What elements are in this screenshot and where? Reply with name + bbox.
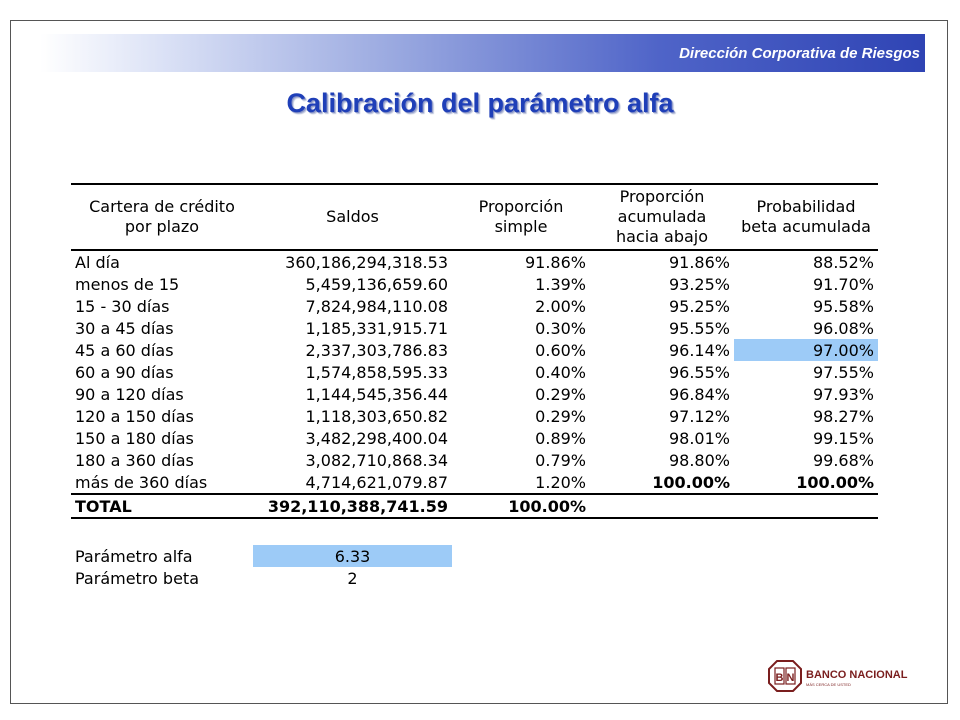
- param-beta-value: 2: [347, 568, 358, 588]
- cell-saldo: 2,337,303,786.83: [305, 340, 449, 360]
- table-row: 15 - 30 días 7,824,984,110.08 2.00% 95.2…: [71, 295, 878, 317]
- cell-simple: 0.29%: [535, 406, 586, 426]
- cell-beta: 96.08%: [812, 318, 874, 338]
- cell-plazo: 90 a 120 días: [75, 384, 184, 404]
- cell-simple: 1.39%: [535, 274, 586, 294]
- table-row: 30 a 45 días 1,185,331,915.71 0.30% 95.5…: [71, 317, 878, 339]
- cell-simple: 91.86%: [524, 252, 586, 272]
- banco-nacional-logo: B N BANCO NACIONAL MÁS CERCA DE USTED: [768, 660, 908, 692]
- total-empty-cell: [590, 494, 734, 519]
- table-row: 120 a 150 días 1,118,303,650.82 0.29% 97…: [71, 405, 878, 427]
- table-row: menos de 15 5,459,136,659.60 1.39% 93.25…: [71, 273, 878, 295]
- cell-saldo: 1,144,545,356.44: [305, 384, 449, 404]
- bn-logo-icon: B N: [768, 660, 802, 692]
- cell-acumulada: 96.84%: [668, 384, 730, 404]
- cell-acumulada: 96.55%: [668, 362, 730, 382]
- cell-simple: 1.20%: [535, 472, 586, 492]
- param-alfa-value: 6.33: [253, 545, 452, 567]
- cell-beta: 100.00%: [796, 472, 874, 492]
- table-row: 90 a 120 días 1,144,545,356.44 0.29% 96.…: [71, 383, 878, 405]
- table-row: Al día 360,186,294,318.53 91.86% 91.86% …: [71, 250, 878, 273]
- cell-saldo: 3,082,710,868.34: [305, 450, 449, 470]
- cell-saldo: 1,185,331,915.71: [305, 318, 449, 338]
- table-row: 60 a 90 días 1,574,858,595.33 0.40% 96.5…: [71, 361, 878, 383]
- cell-plazo: 180 a 360 días: [75, 450, 194, 470]
- cell-beta: 99.68%: [812, 450, 874, 470]
- cell-acumulada: 91.86%: [668, 252, 730, 272]
- cell-simple: 0.40%: [535, 362, 586, 382]
- cell-plazo: 15 - 30 días: [75, 296, 170, 316]
- cell-simple: 0.30%: [535, 318, 586, 338]
- cell-acumulada: 93.25%: [668, 274, 730, 294]
- logo-tagline: MÁS CERCA DE USTED: [806, 682, 851, 687]
- slide-frame: [10, 20, 948, 704]
- cell-plazo: 120 a 150 días: [75, 406, 194, 426]
- cell-saldo: 7,824,984,110.08: [305, 296, 449, 316]
- cell-beta: 97.93%: [812, 384, 874, 404]
- cell-beta: 91.70%: [812, 274, 874, 294]
- cell-saldo: 4,714,621,079.87: [305, 472, 449, 492]
- cell-beta: 97.55%: [812, 362, 874, 382]
- table-row: 45 a 60 días 2,337,303,786.83 0.60% 96.1…: [71, 339, 878, 361]
- cell-acumulada: 96.14%: [668, 340, 730, 360]
- cell-simple: 2.00%: [535, 296, 586, 316]
- table-row: más de 360 días 4,714,621,079.87 1.20% 1…: [71, 471, 878, 494]
- cell-beta-highlighted: 97.00%: [734, 339, 878, 361]
- total-simple: 100.00%: [452, 494, 590, 519]
- cell-acumulada: 98.80%: [668, 450, 730, 470]
- logo-letter-n: N: [787, 672, 795, 684]
- parameters-table: Parámetro alfa 6.33 Parámetro beta 2: [71, 545, 452, 589]
- total-label: TOTAL: [71, 494, 253, 519]
- slide-title: Calibración del parámetro alfa: [286, 88, 674, 118]
- cell-plazo: 30 a 45 días: [75, 318, 174, 338]
- cell-saldo: 3,482,298,400.04: [305, 428, 449, 448]
- cell-saldo: 5,459,136,659.60: [305, 274, 449, 294]
- col-header-plazo: Cartera de crédito por plazo: [89, 197, 235, 236]
- cell-saldo: 1,118,303,650.82: [305, 406, 449, 426]
- cell-acumulada: 98.01%: [668, 428, 730, 448]
- cell-acumulada: 100.00%: [652, 472, 730, 492]
- cell-plazo: más de 360 días: [75, 472, 208, 492]
- header-gradient-bar: [40, 34, 925, 72]
- calibration-table: Cartera de crédito por plazo Saldos Prop…: [71, 183, 878, 519]
- cell-acumulada: 95.55%: [668, 318, 730, 338]
- cell-acumulada: 97.12%: [668, 406, 730, 426]
- cell-beta: 88.52%: [812, 252, 874, 272]
- total-saldo: 392,110,388,741.59: [253, 494, 452, 519]
- cell-plazo: menos de 15: [75, 274, 180, 294]
- cell-simple: 0.60%: [535, 340, 586, 360]
- cell-saldo: 1,574,858,595.33: [305, 362, 449, 382]
- table-row: 180 a 360 días 3,082,710,868.34 0.79% 98…: [71, 449, 878, 471]
- cell-saldo: 360,186,294,318.53: [285, 252, 448, 272]
- cell-plazo: Al día: [75, 252, 120, 272]
- col-header-probabilidad-beta: Probabilidad beta acumulada: [741, 197, 871, 236]
- param-beta-label: Parámetro beta: [75, 568, 199, 588]
- param-alfa-label: Parámetro alfa: [75, 546, 193, 566]
- logo-letter-b: B: [776, 672, 784, 684]
- cell-beta: 95.58%: [812, 296, 874, 316]
- col-header-saldos: Saldos: [326, 207, 379, 226]
- col-header-proporcion-simple: Proporción simple: [478, 197, 564, 236]
- param-row-alfa: Parámetro alfa 6.33: [71, 545, 452, 567]
- cell-beta: 98.27%: [812, 406, 874, 426]
- param-row-beta: Parámetro beta 2: [71, 567, 452, 589]
- table-total-row: TOTAL 392,110,388,741.59 100.00%: [71, 494, 878, 519]
- cell-acumulada: 95.25%: [668, 296, 730, 316]
- cell-simple: 0.89%: [535, 428, 586, 448]
- cell-simple: 0.29%: [535, 384, 586, 404]
- table-header-row: Cartera de crédito por plazo Saldos Prop…: [71, 184, 878, 250]
- cell-plazo: 150 a 180 días: [75, 428, 194, 448]
- cell-beta: 99.15%: [812, 428, 874, 448]
- header-org-name: Dirección Corporativa de Riesgos: [679, 45, 920, 62]
- table-row: 150 a 180 días 3,482,298,400.04 0.89% 98…: [71, 427, 878, 449]
- cell-plazo: 60 a 90 días: [75, 362, 174, 382]
- col-header-proporcion-acumulada: Proporción acumulada hacia abajo: [615, 187, 709, 246]
- cell-simple: 0.79%: [535, 450, 586, 470]
- cell-plazo: 45 a 60 días: [75, 340, 174, 360]
- total-empty-cell: [734, 494, 878, 519]
- logo-bank-name: BANCO NACIONAL: [806, 669, 908, 681]
